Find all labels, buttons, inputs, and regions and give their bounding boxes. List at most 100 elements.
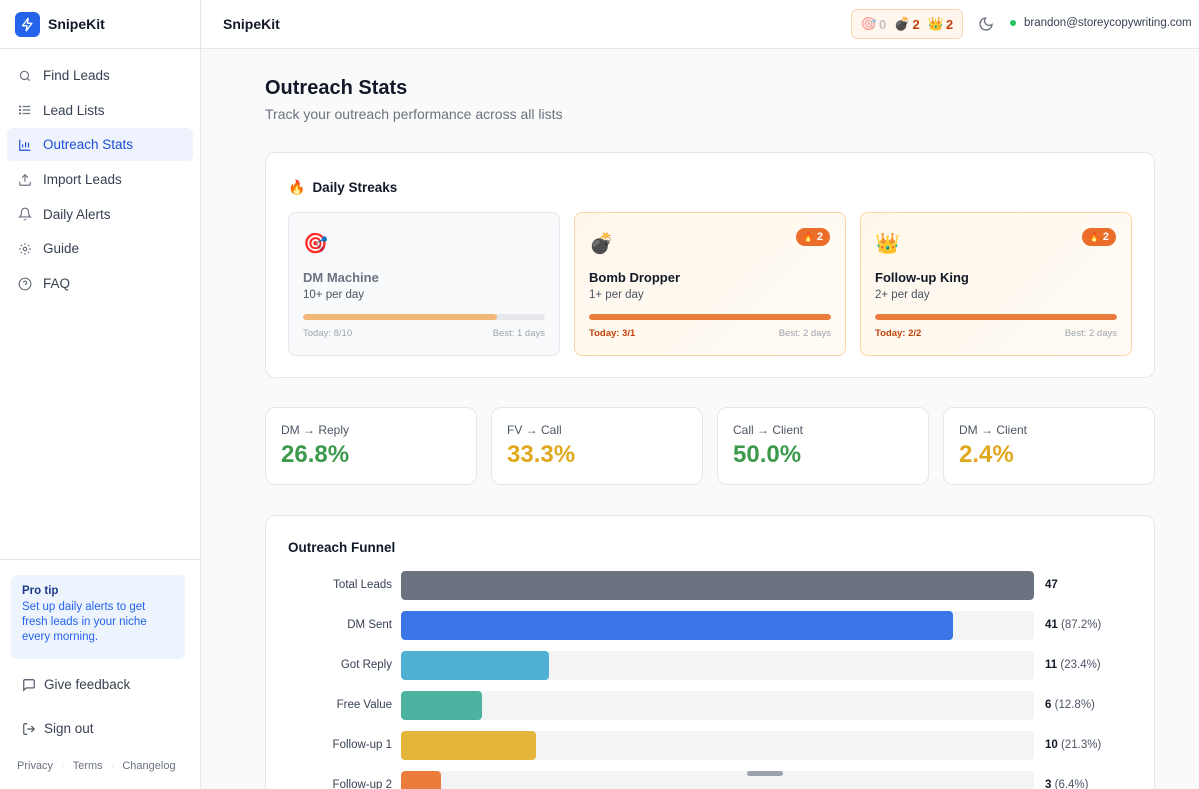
funnel-row: Follow-up 1 10 (21.3%)	[266, 731, 1156, 761]
sidebar-item-label: Lead Lists	[43, 102, 105, 118]
brand-name: SnipeKit	[48, 16, 105, 32]
give-feedback-button[interactable]: Give feedback	[22, 677, 130, 692]
metric-value: 33.3%	[507, 441, 576, 468]
sign-out-button[interactable]: Sign out	[22, 721, 94, 736]
streak-name: DM Machine	[303, 270, 379, 285]
sidebar-item-faq[interactable]: FAQ	[7, 267, 193, 300]
metric-call-client: Call → Client 50.0%	[717, 407, 929, 485]
sidebar-item-label: Outreach Stats	[43, 137, 134, 153]
streak-summary[interactable]: 🎯 0 💣 2 👑 2	[851, 9, 963, 39]
metric-label: Call → Client	[733, 423, 804, 437]
metric-dm-reply: DM → Reply 26.8%	[265, 407, 477, 485]
funnel-track	[401, 651, 1034, 680]
sidebar-item-label: Import Leads	[43, 172, 122, 188]
streak-target: 2+ per day	[875, 289, 930, 301]
funnel-value: 47	[1045, 579, 1058, 591]
metric-value: 26.8%	[281, 441, 350, 468]
sidebar-divider	[0, 559, 200, 560]
user-account[interactable]: brandon@storeycopywriting.com	[1010, 17, 1192, 29]
funnel-value: 10 (21.3%)	[1045, 739, 1101, 751]
sidebar-item-import-leads[interactable]: Import Leads	[7, 163, 193, 196]
streak-progress-fill	[303, 314, 497, 320]
footer-links: Privacy · Terms · Changelog	[17, 760, 176, 772]
privacy-link[interactable]: Privacy	[17, 760, 54, 772]
search-icon	[18, 69, 32, 83]
bomb-icon: 💣	[589, 233, 614, 255]
funnel-percent: (87.2%)	[1061, 619, 1102, 631]
funnel-row: Follow-up 2 3 (6.4%)	[266, 771, 1156, 789]
funnel-label: Free Value	[336, 699, 392, 711]
funnel-value: 41 (87.2%)	[1045, 619, 1101, 631]
funnel-label: Got Reply	[340, 659, 392, 671]
sidebar-item-daily-alerts[interactable]: Daily Alerts	[7, 198, 193, 231]
funnel-bar	[401, 571, 1034, 600]
streak-progress-track	[589, 314, 831, 320]
list-icon	[18, 103, 32, 117]
sign-out-label: Sign out	[44, 721, 94, 736]
page-title: Outreach Stats	[265, 77, 408, 99]
metric-value: 50.0%	[733, 441, 802, 468]
lightning-icon	[15, 11, 40, 37]
scroll-handle[interactable]	[747, 771, 783, 776]
streak-badge: 🔥 2	[1081, 228, 1116, 246]
funnel-row: Got Reply 11 (23.4%)	[266, 651, 1156, 681]
metric-dm-client: DM → Client 2.4%	[943, 407, 1155, 485]
funnel-percent: (23.4%)	[1060, 659, 1101, 671]
funnel-bar	[401, 731, 536, 760]
sidebar-item-lead-lists[interactable]: Lead Lists	[7, 94, 193, 127]
target-icon: 🎯	[860, 16, 878, 31]
pro-tip: Pro tip Set up daily alerts to get fresh…	[11, 575, 185, 659]
metric-fv-call: FV → Call 33.3%	[491, 407, 703, 485]
streak-progress-track	[303, 314, 545, 320]
streak-best: Best: 2 days	[1064, 328, 1117, 339]
funnel-label: Follow-up 2	[332, 779, 392, 789]
funnel-track	[401, 771, 1034, 789]
user-email: brandon@storeycopywriting.com	[1024, 17, 1192, 29]
funnel-track	[401, 731, 1034, 760]
fire-icon: 🔥	[288, 179, 306, 195]
target-icon: 🎯	[303, 233, 328, 255]
funnel-percent: (12.8%)	[1054, 699, 1095, 711]
moon-icon[interactable]	[978, 16, 994, 32]
sidebar-item-guide[interactable]: Guide	[7, 232, 193, 265]
bell-icon	[18, 207, 32, 221]
message-square-icon	[22, 678, 36, 692]
terms-link[interactable]: Terms	[72, 760, 103, 772]
funnel-row: DM Sent 41 (87.2%)	[266, 611, 1156, 641]
streak-card-bomb-dropper: 💣 🔥 2 Bomb Dropper 1+ per day Today: 3/1…	[574, 212, 846, 356]
sidebar-nav: Find Leads Lead Lists Outreach Stats Imp…	[0, 49, 200, 300]
funnel-percent: (6.4%)	[1054, 779, 1089, 789]
funnel-track	[401, 691, 1034, 720]
sidebar-item-outreach-stats[interactable]: Outreach Stats	[7, 128, 193, 162]
pro-tip-title: Pro tip	[22, 585, 59, 597]
bomb-streak-count: 💣 2	[894, 16, 920, 32]
funnel-bar	[401, 771, 442, 789]
streak-progress-fill	[875, 314, 1117, 320]
streak-progress-fill	[589, 314, 831, 320]
funnel-label: DM Sent	[347, 619, 392, 631]
fire-icon: 🔥	[1088, 231, 1100, 242]
streak-target: 1+ per day	[589, 289, 644, 301]
sidebar-item-find-leads[interactable]: Find Leads	[7, 59, 193, 92]
streak-card-follow-up-king: 👑 🔥 2 Follow-up King 2+ per day Today: 2…	[860, 212, 1132, 356]
crown-icon: 👑	[875, 233, 900, 255]
crown-streak-count: 👑 2	[927, 16, 954, 32]
sidebar-item-label: Daily Alerts	[43, 206, 111, 222]
streak-badge: 🔥 2	[795, 228, 830, 246]
metric-label: FV → Call	[507, 423, 562, 437]
fire-icon: 🔥	[802, 231, 814, 242]
brand[interactable]: SnipeKit	[0, 0, 200, 49]
online-status-dot	[1010, 20, 1016, 26]
funnel-row: Free Value 6 (12.8%)	[266, 691, 1156, 721]
metric-value: 2.4%	[959, 441, 1014, 468]
streak-progress-track	[875, 314, 1117, 320]
funnel-row: Total Leads 47	[266, 571, 1156, 601]
daily-streaks-card: 🔥 Daily Streaks 🎯 DM Machine 10+ per day…	[265, 152, 1155, 378]
streak-name: Bomb Dropper	[589, 270, 680, 285]
daily-streaks-heading: 🔥 Daily Streaks	[288, 179, 397, 196]
daily-streaks-title: Daily Streaks	[312, 180, 398, 195]
streak-today: Today: 3/1	[589, 328, 636, 339]
changelog-link[interactable]: Changelog	[122, 760, 176, 772]
funnel-track	[401, 611, 1034, 640]
topbar-title: SnipeKit	[223, 16, 280, 32]
